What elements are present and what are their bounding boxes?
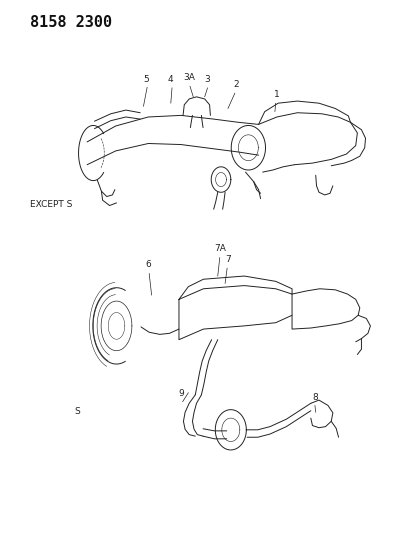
Text: 3A: 3A bbox=[183, 73, 195, 82]
Text: 8158 2300: 8158 2300 bbox=[30, 14, 112, 30]
Text: EXCEPT S: EXCEPT S bbox=[30, 200, 72, 209]
Text: 5: 5 bbox=[143, 75, 149, 84]
Text: S: S bbox=[75, 407, 81, 416]
Text: 2: 2 bbox=[233, 80, 239, 89]
Text: 1: 1 bbox=[274, 91, 280, 100]
Text: 6: 6 bbox=[145, 260, 151, 269]
Text: 9: 9 bbox=[178, 389, 184, 398]
Text: 4: 4 bbox=[168, 75, 173, 84]
Text: 7A: 7A bbox=[214, 244, 226, 253]
Text: 8: 8 bbox=[313, 393, 319, 402]
Text: 3: 3 bbox=[205, 75, 210, 84]
Text: 7: 7 bbox=[225, 255, 231, 264]
